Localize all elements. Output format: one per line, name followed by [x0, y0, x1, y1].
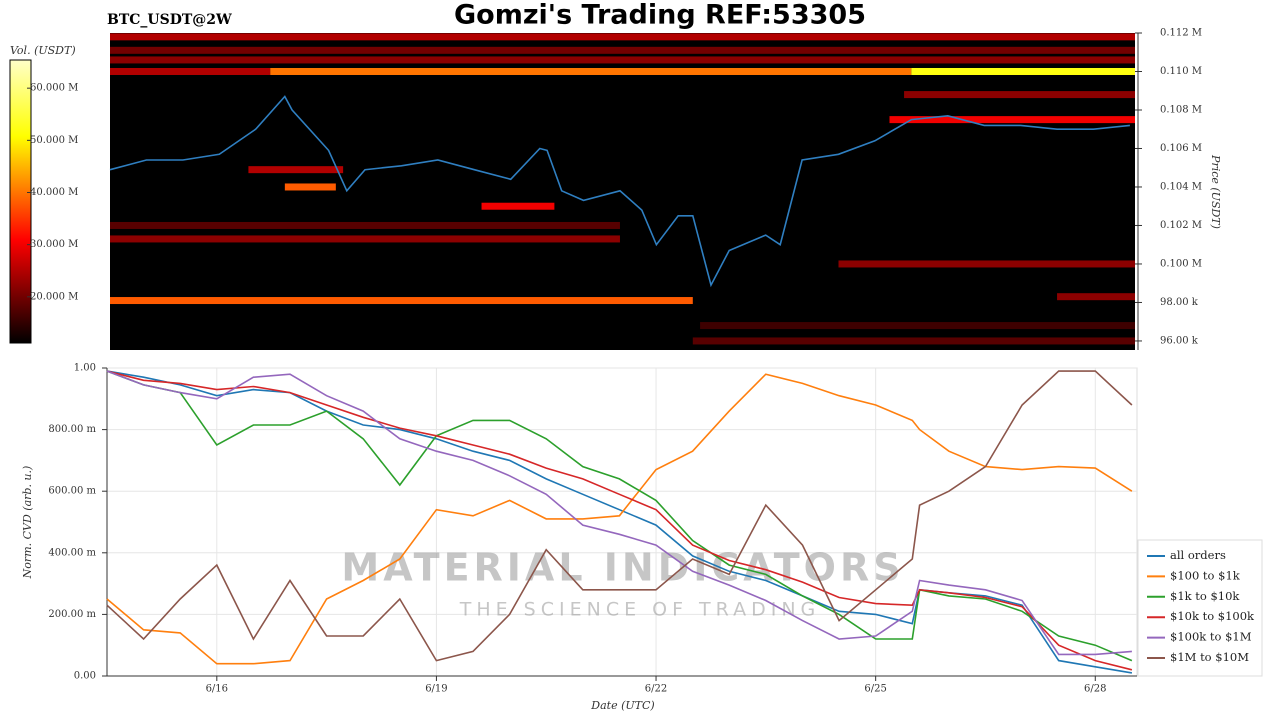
colorbar-tick-label: 40.000 M — [30, 187, 78, 198]
series-line — [106, 370, 1132, 656]
heat-band — [110, 221, 620, 229]
heat-band — [692, 337, 1135, 345]
legend-label: $100k to $1M — [1170, 630, 1252, 644]
y-tick-label: 600.00 m — [48, 486, 96, 497]
y-tick-label: 0.104 M — [1160, 181, 1202, 192]
x-axis-label: Date (UTC) — [590, 699, 654, 712]
heat-band — [110, 46, 1135, 54]
x-tick-label: 6/28 — [1084, 684, 1106, 695]
heat-band — [838, 260, 1135, 268]
heat-band — [110, 33, 1135, 41]
y-tick-label: 0.106 M — [1160, 143, 1202, 154]
heat-band — [889, 116, 1135, 124]
y-tick-label: 0.102 M — [1160, 220, 1202, 231]
heat-band — [270, 67, 912, 75]
heat-band — [481, 202, 555, 210]
y-tick-label: 0.110 M — [1160, 66, 1202, 77]
x-tick-label: 6/19 — [425, 684, 447, 695]
heat-band — [1057, 293, 1135, 301]
heat-band — [700, 322, 1135, 330]
price-line — [109, 95, 1130, 288]
x-tick-label: 6/16 — [206, 684, 228, 695]
heat-band — [248, 166, 344, 174]
legend — [1137, 539, 1263, 677]
y-tick-label: 400.00 m — [48, 547, 96, 558]
colorbar-label: Vol. (USDT) — [10, 44, 76, 57]
chart-title: Gomzi's Trading REF:53305 — [454, 0, 866, 31]
y-tick-label: 0.112 M — [1160, 28, 1202, 39]
y-tick-label: 0.00 — [74, 671, 96, 682]
plot-area — [106, 367, 1138, 677]
y-tick-label: 800.00 m — [48, 424, 96, 435]
legend-label: $1M to $10M — [1170, 650, 1249, 664]
y-tick-label: 96.00 k — [1160, 335, 1199, 346]
heat-band — [904, 91, 1135, 99]
symbol: BTC_USDT@2W — [107, 12, 232, 28]
watermark-sub: THE SCIENCE OF TRADING — [459, 599, 821, 621]
y-tick-label: 0.100 M — [1160, 258, 1202, 269]
x-tick-label: 6/25 — [864, 684, 886, 695]
heat-band — [110, 297, 693, 305]
y-axis-label: Norm. CVD (arb. u.) — [21, 466, 34, 580]
heat-band — [110, 67, 271, 75]
heat-band — [911, 67, 1135, 75]
legend-label: all orders — [1170, 548, 1226, 562]
y-tick-label: 200.00 m — [48, 609, 96, 620]
series-line — [106, 373, 1133, 665]
legend-label: $10k to $100k — [1170, 609, 1255, 623]
y-tick-label: 98.00 k — [1160, 297, 1199, 308]
y-tick-label: 0.108 M — [1160, 104, 1202, 115]
heat-band — [110, 235, 620, 243]
x-tick-label: 6/22 — [645, 684, 667, 695]
series-line — [106, 370, 1133, 671]
legend-label: $100 to $1k — [1170, 568, 1241, 582]
colorbar-tick-label: 20.000 M — [30, 291, 78, 302]
heat-band — [284, 183, 336, 191]
colorbar — [9, 59, 32, 344]
series-line — [106, 370, 1133, 662]
watermark: MATERIAL INDICATORS — [341, 546, 904, 590]
colorbar-tick-label: 50.000 M — [30, 135, 78, 146]
colorbar-tick-label: 30.000 M — [30, 239, 78, 250]
colorbar-tick-label: 60.000 M — [30, 83, 78, 94]
y-tick-label: 1.00 — [74, 363, 96, 374]
series-line — [106, 370, 1133, 662]
legend-label: $1k to $10k — [1170, 589, 1240, 603]
heat-band — [110, 56, 1135, 64]
y-axis-label: Price (USDT) — [1209, 154, 1222, 229]
